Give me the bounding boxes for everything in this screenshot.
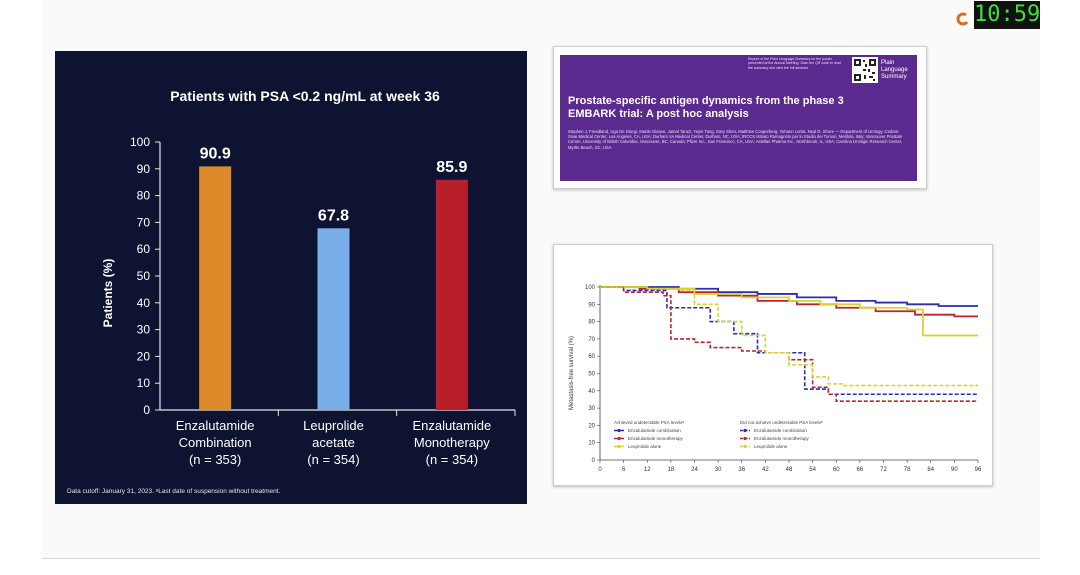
km-x-tick-label: 72 (880, 467, 887, 473)
y-tick-label: 40 (137, 296, 151, 310)
app-logo-icon (956, 12, 969, 26)
km-x-tick-label: 90 (951, 467, 958, 473)
legend-group-title: Achieved undetectable PSA levelsᵃ (614, 420, 684, 425)
legend-marker (743, 428, 747, 433)
y-tick-label: 90 (137, 162, 151, 176)
category-label: Leuprolide (303, 418, 364, 433)
km-y-tick-label: 20 (588, 423, 595, 429)
bar-value-label: 67.8 (318, 207, 349, 224)
km-legend: Achieved undetectable PSA levelsᵃ Did not… (614, 420, 823, 449)
y-tick-labels: 0 10 20 30 40 50 60 70 80 90 100 (130, 135, 150, 417)
km-x-tick-label: 54 (809, 467, 816, 473)
km-curve-dashed (600, 286, 978, 396)
badge-line: Plain (881, 60, 895, 66)
km-x-tick-label: 24 (691, 467, 698, 473)
legend-label: Enzalutamide monotherapy (754, 436, 810, 441)
bar-chart-panel: Patients with PSA <0.2 ng/mL at week 36 … (55, 51, 527, 504)
legend-group-title: Did not achieve undetectable PSA levelsᵃ (740, 420, 823, 425)
category-label: (n = 353) (189, 452, 241, 467)
km-y-tick-label: 80 (588, 320, 595, 326)
plain-language-badge: Plain Language Summary (881, 60, 908, 81)
badge-line: Language (881, 67, 908, 73)
legend-label: Leuprolide alone (628, 444, 662, 449)
metastasis-free-survival-chart: Metastasis-free survival (%) 0 10 20 30 40 50… (569, 285, 982, 473)
km-y-tick-label: 0 (592, 458, 596, 464)
legend-label: Enzalutamide combination (628, 428, 681, 433)
bar (435, 179, 468, 410)
km-y-tick-label: 70 (588, 337, 595, 343)
legend-label: Enzalutamide combination (754, 428, 807, 433)
qr-code-icon (852, 57, 878, 83)
category-label: (n = 354) (426, 452, 478, 467)
km-x-tick-label: 0 (598, 467, 602, 473)
km-y-tick-label: 30 (588, 406, 595, 412)
km-x-tick-label: 18 (668, 467, 675, 473)
km-y-axis-label: Metastasis-free survival (%) (569, 336, 575, 410)
km-x-tick-label: 6 (622, 467, 626, 473)
paper-authors: Stephen J. Freedland, Ugo De Giorgi, Mar… (568, 129, 903, 150)
paper-thumbnail: Reprint of the Plain Language Summary fo… (553, 46, 927, 189)
km-x-tick-label: 42 (762, 467, 769, 473)
paper-cover: Reprint of the Plain Language Summary fo… (560, 55, 917, 181)
km-x-tick-label: 78 (904, 467, 911, 473)
km-y-tick-label: 100 (585, 285, 596, 291)
km-curves (600, 286, 978, 402)
y-tick-label: 10 (137, 376, 151, 390)
bar-marks: 90.9 67.8 85.9 (199, 145, 468, 410)
bar (199, 166, 232, 410)
km-x-tick-label: 66 (857, 467, 864, 473)
y-tick-label: 50 (137, 269, 151, 283)
km-curve-dashed (600, 286, 978, 402)
chart-title: Patients with PSA <0.2 ng/mL at week 36 (170, 88, 440, 104)
paper-title: Prostate-specific antigen dynamics from … (568, 95, 844, 120)
km-x-tick-label: 36 (738, 467, 745, 473)
category-label: Enzalutamide (412, 418, 491, 433)
clock-timer: 10:59 (974, 1, 1041, 29)
km-axes: 0 10 20 30 40 50 60 70 80 90 100 0 6 12 18 24 30 36 42 48 54… (585, 285, 982, 473)
legend-marker (617, 436, 621, 441)
y-tick-label: 60 (137, 242, 151, 256)
km-y-tick-label: 60 (588, 354, 595, 360)
category-label: (n = 354) (307, 452, 359, 467)
y-tick-label: 100 (130, 135, 150, 149)
km-x-tick-label: 96 (975, 467, 982, 473)
legend-marker (743, 436, 747, 441)
y-axis-label: Patients (%) (101, 259, 115, 328)
y-tick-label: 80 (137, 189, 151, 203)
category-label: Enzalutamide (176, 418, 255, 433)
y-tick-label: 70 (137, 215, 151, 229)
km-x-tick-label: 60 (833, 467, 840, 473)
km-curve-solid (600, 286, 978, 337)
km-x-tick-label: 48 (786, 467, 793, 473)
km-y-tick-label: 40 (588, 389, 595, 395)
paper-header-text: Reprint of the Plain Language Summary fo… (748, 57, 841, 70)
y-tick-label: 0 (143, 403, 150, 417)
km-x-tick-label: 84 (927, 467, 934, 473)
km-curve-dashed (600, 286, 978, 387)
badge-line: Summary (881, 74, 907, 80)
km-y-tick-label: 90 (588, 302, 595, 308)
legend-marker (743, 444, 747, 449)
category-labels: Enzalutamide Combination (n = 353) Leuproli… (176, 418, 491, 467)
legend-marker (617, 428, 621, 433)
bar (317, 228, 350, 410)
km-chart-panel: Metastasis-free survival (%) 0 10 20 30 40 50… (553, 244, 993, 486)
legend-label: Leuprolide alone (754, 444, 788, 449)
legend-label: Enzalutamide monotherapy (628, 436, 684, 441)
km-x-tick-label: 30 (715, 467, 722, 473)
psa-bar-chart: Patients with PSA <0.2 ng/mL at week 36 … (67, 88, 516, 495)
bar-value-label: 90.9 (200, 145, 231, 162)
bar-value-label: 85.9 (436, 159, 467, 176)
km-x-tick-label: 12 (644, 467, 651, 473)
footnote: Data cutoff: January 31, 2023. ᵃLast dat… (67, 488, 281, 495)
y-tick-label: 20 (137, 349, 151, 363)
km-y-tick-label: 10 (588, 441, 595, 447)
legend-marker (617, 444, 621, 449)
category-label: acetate (312, 435, 355, 450)
y-tick-label: 30 (137, 323, 151, 337)
km-y-tick-label: 50 (588, 372, 595, 378)
category-label: Monotherapy (414, 435, 490, 450)
category-label: Combination (179, 435, 252, 450)
